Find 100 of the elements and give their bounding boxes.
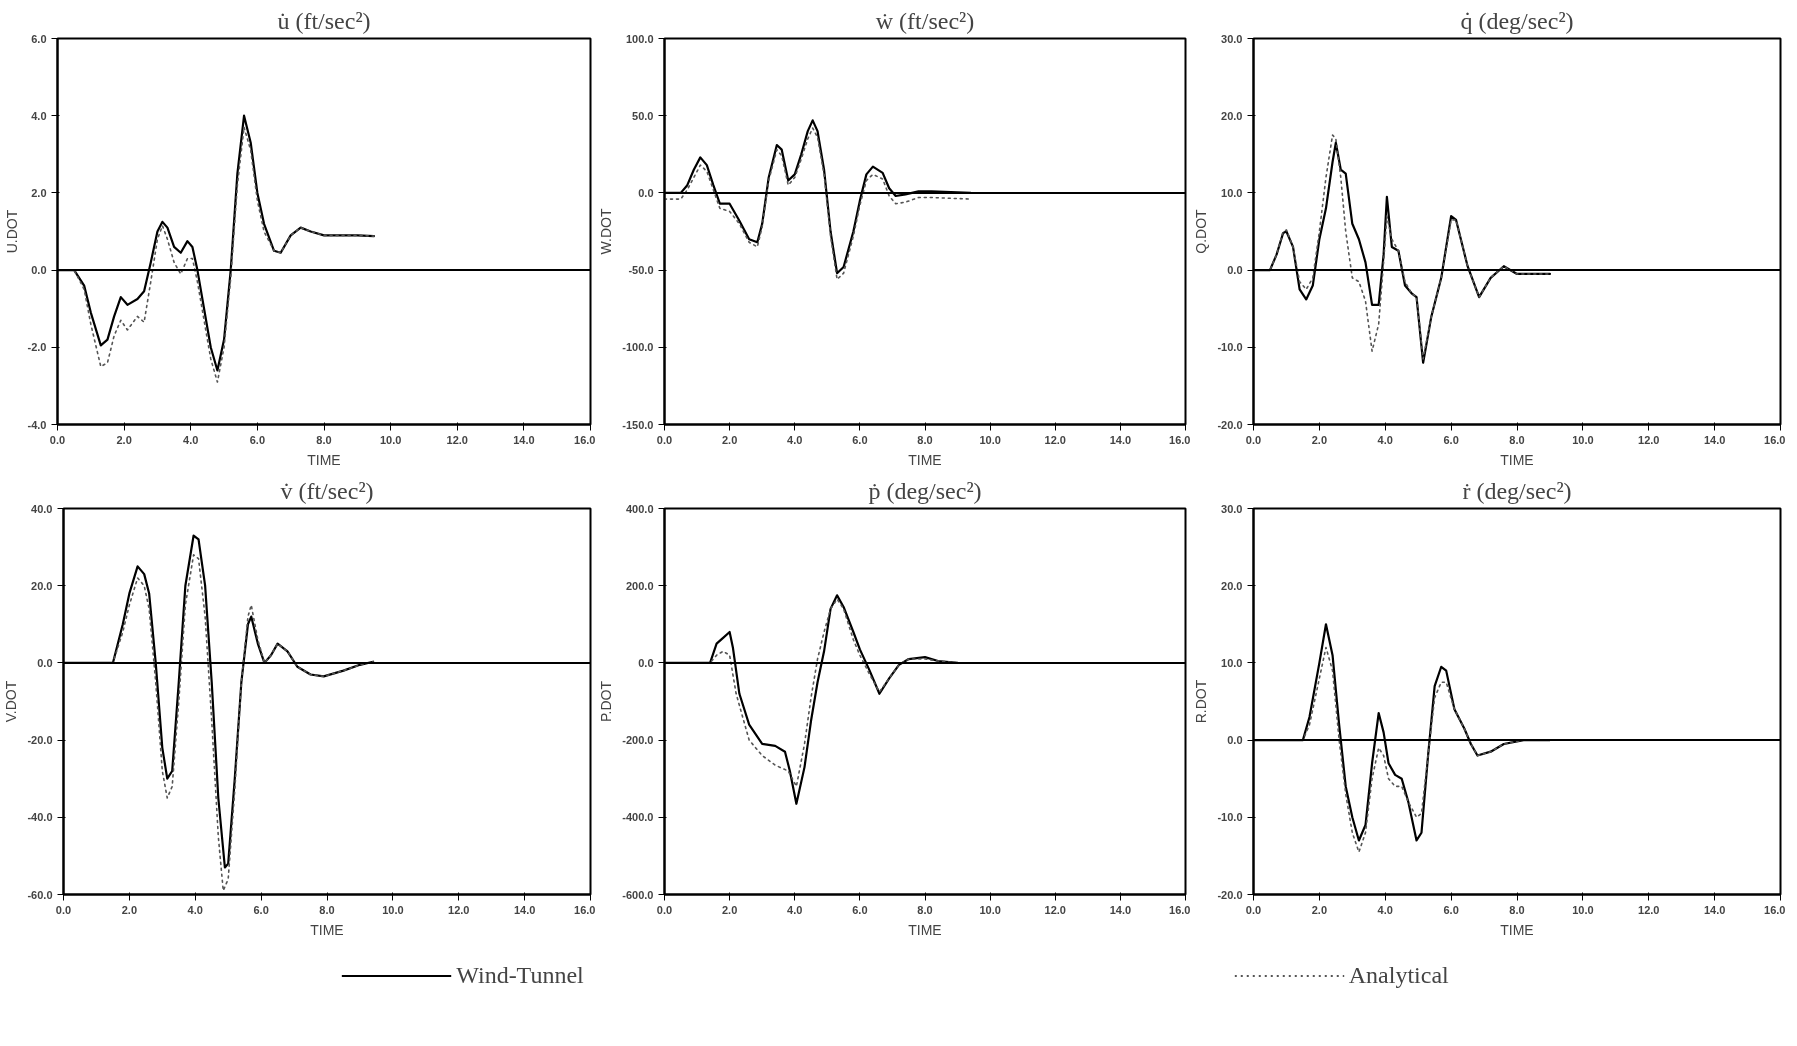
x-tick-label: 14.0 (513, 903, 536, 916)
y-tick-label: 100.0 (625, 32, 654, 45)
y-tick-label: 6.0 (31, 32, 47, 45)
y-axis-title: U.DOT (3, 209, 20, 254)
x-tick-label: 4.0 (1377, 903, 1393, 916)
y-tick-label: 40.0 (31, 502, 53, 515)
x-axis-title: TIME (1500, 451, 1534, 468)
y-tick-label: 0.0 (638, 656, 654, 669)
y-tick-label: 2.0 (31, 186, 47, 199)
x-tick-label: 8.0 (917, 433, 933, 446)
chart-title: v̇ (ft/sec²) (280, 477, 374, 504)
y-tick-label: -20.0 (1217, 888, 1243, 901)
x-tick-label: 16.0 (1764, 433, 1786, 446)
x-tick-label: 6.0 (1443, 903, 1459, 916)
x-tick-label: 0.0 (1245, 433, 1262, 446)
y-tick-label: 0.0 (1227, 264, 1243, 277)
y-tick-label: 20.0 (1221, 109, 1243, 122)
y-tick-label: -2.0 (27, 341, 47, 354)
y-tick-label: -50.0 (628, 264, 654, 277)
x-tick-label: 14.0 (1109, 903, 1132, 916)
x-tick-label: 0.0 (55, 903, 72, 916)
x-tick-label: 10.0 (1572, 903, 1594, 916)
x-tick-label: 4.0 (787, 903, 803, 916)
x-tick-label: 16.0 (1169, 903, 1191, 916)
y-axis-title: Q.DOT (1193, 208, 1210, 254)
x-tick-label: 0.0 (656, 433, 673, 446)
x-tick-label: 16.0 (1764, 903, 1786, 916)
x-tick-label: 10.0 (379, 433, 402, 446)
y-tick-label: -200.0 (622, 734, 654, 747)
x-tick-label: 14.0 (1109, 433, 1132, 446)
y-tick-label: -150.0 (622, 418, 654, 431)
x-tick-label: 8.0 (1509, 433, 1525, 446)
x-tick-label: 12.0 (1638, 433, 1660, 446)
x-axis-title: TIME (908, 451, 942, 468)
x-tick-label: 6.0 (253, 903, 269, 916)
y-tick-label: 0.0 (31, 264, 47, 277)
y-tick-label: -20.0 (27, 734, 53, 747)
y-tick-label: -10.0 (1217, 811, 1243, 824)
x-tick-label: 2.0 (1311, 903, 1328, 916)
x-tick-label: 0.0 (1245, 903, 1262, 916)
chart-title: ṙ (deg/sec²) (1462, 477, 1572, 504)
x-tick-label: 12.0 (1044, 433, 1066, 446)
x-tick-label: 10.0 (979, 433, 1001, 446)
y-tick-label: 400.0 (625, 502, 654, 515)
chart-title: q̇ (deg/sec²) (1460, 7, 1574, 34)
x-tick-label: 6.0 (852, 903, 868, 916)
x-axis-title: TIME (908, 921, 942, 938)
x-tick-label: 16.0 (574, 433, 596, 446)
x-tick-label: 12.0 (448, 903, 470, 916)
y-tick-label: 0.0 (1227, 734, 1243, 747)
y-tick-label: 10.0 (1221, 186, 1243, 199)
y-tick-label: 10.0 (1221, 656, 1243, 669)
y-tick-label: 50.0 (632, 109, 654, 122)
x-tick-label: 14.0 (1703, 433, 1726, 446)
chart-title: u̇ (ft/sec²) (277, 7, 371, 34)
x-tick-label: 14.0 (513, 433, 535, 446)
x-tick-label: 8.0 (917, 903, 933, 916)
x-tick-label: 12.0 (1044, 903, 1066, 916)
y-tick-label: 30.0 (1221, 32, 1243, 45)
y-tick-label: 0.0 (638, 186, 654, 199)
x-tick-label: 8.0 (1509, 903, 1525, 916)
chart-title: ẇ (ft/sec²) (875, 7, 975, 34)
y-axis-title: V.DOT (3, 680, 20, 723)
x-tick-label: 4.0 (1377, 433, 1393, 446)
y-tick-label: -20.0 (1217, 418, 1243, 431)
x-tick-label: 12.0 (1638, 903, 1660, 916)
x-tick-label: 0.0 (49, 433, 66, 446)
x-tick-label: 14.0 (1703, 903, 1726, 916)
x-tick-label: 16.0 (574, 903, 596, 916)
y-tick-label: 4.0 (31, 109, 47, 122)
x-tick-label: 10.0 (382, 903, 404, 916)
x-tick-label: 2.0 (721, 433, 738, 446)
y-axis-title: P.DOT (598, 680, 615, 722)
y-tick-label: -10.0 (1217, 341, 1243, 354)
chart-title: ṗ (deg/sec²) (868, 477, 982, 504)
x-axis-title: TIME (310, 921, 344, 938)
x-axis-title: TIME (307, 451, 341, 468)
x-tick-label: 6.0 (852, 433, 868, 446)
x-tick-label: 16.0 (1169, 433, 1191, 446)
y-axis-title: W.DOT (598, 208, 615, 255)
y-tick-label: -600.0 (622, 888, 654, 901)
x-tick-label: 10.0 (979, 903, 1001, 916)
x-tick-label: 4.0 (183, 433, 199, 446)
y-tick-label: -100.0 (622, 341, 654, 354)
y-tick-label: -40.0 (27, 811, 53, 824)
y-axis-title: R.DOT (1193, 679, 1210, 724)
x-tick-label: 2.0 (121, 903, 138, 916)
y-tick-label: 30.0 (1221, 502, 1243, 515)
x-axis-title: TIME (1500, 921, 1534, 938)
x-tick-label: 4.0 (787, 433, 803, 446)
x-tick-label: 8.0 (319, 903, 335, 916)
x-tick-label: 6.0 (249, 433, 266, 446)
x-tick-label: 4.0 (187, 903, 203, 916)
legend-label: Wind-Tunnel (456, 961, 584, 989)
y-tick-label: 20.0 (1221, 579, 1243, 592)
x-tick-label: 2.0 (116, 433, 132, 446)
x-tick-label: 8.0 (316, 433, 332, 446)
x-tick-label: 0.0 (656, 903, 673, 916)
y-tick-label: -60.0 (27, 888, 53, 901)
x-tick-label: 2.0 (721, 903, 738, 916)
